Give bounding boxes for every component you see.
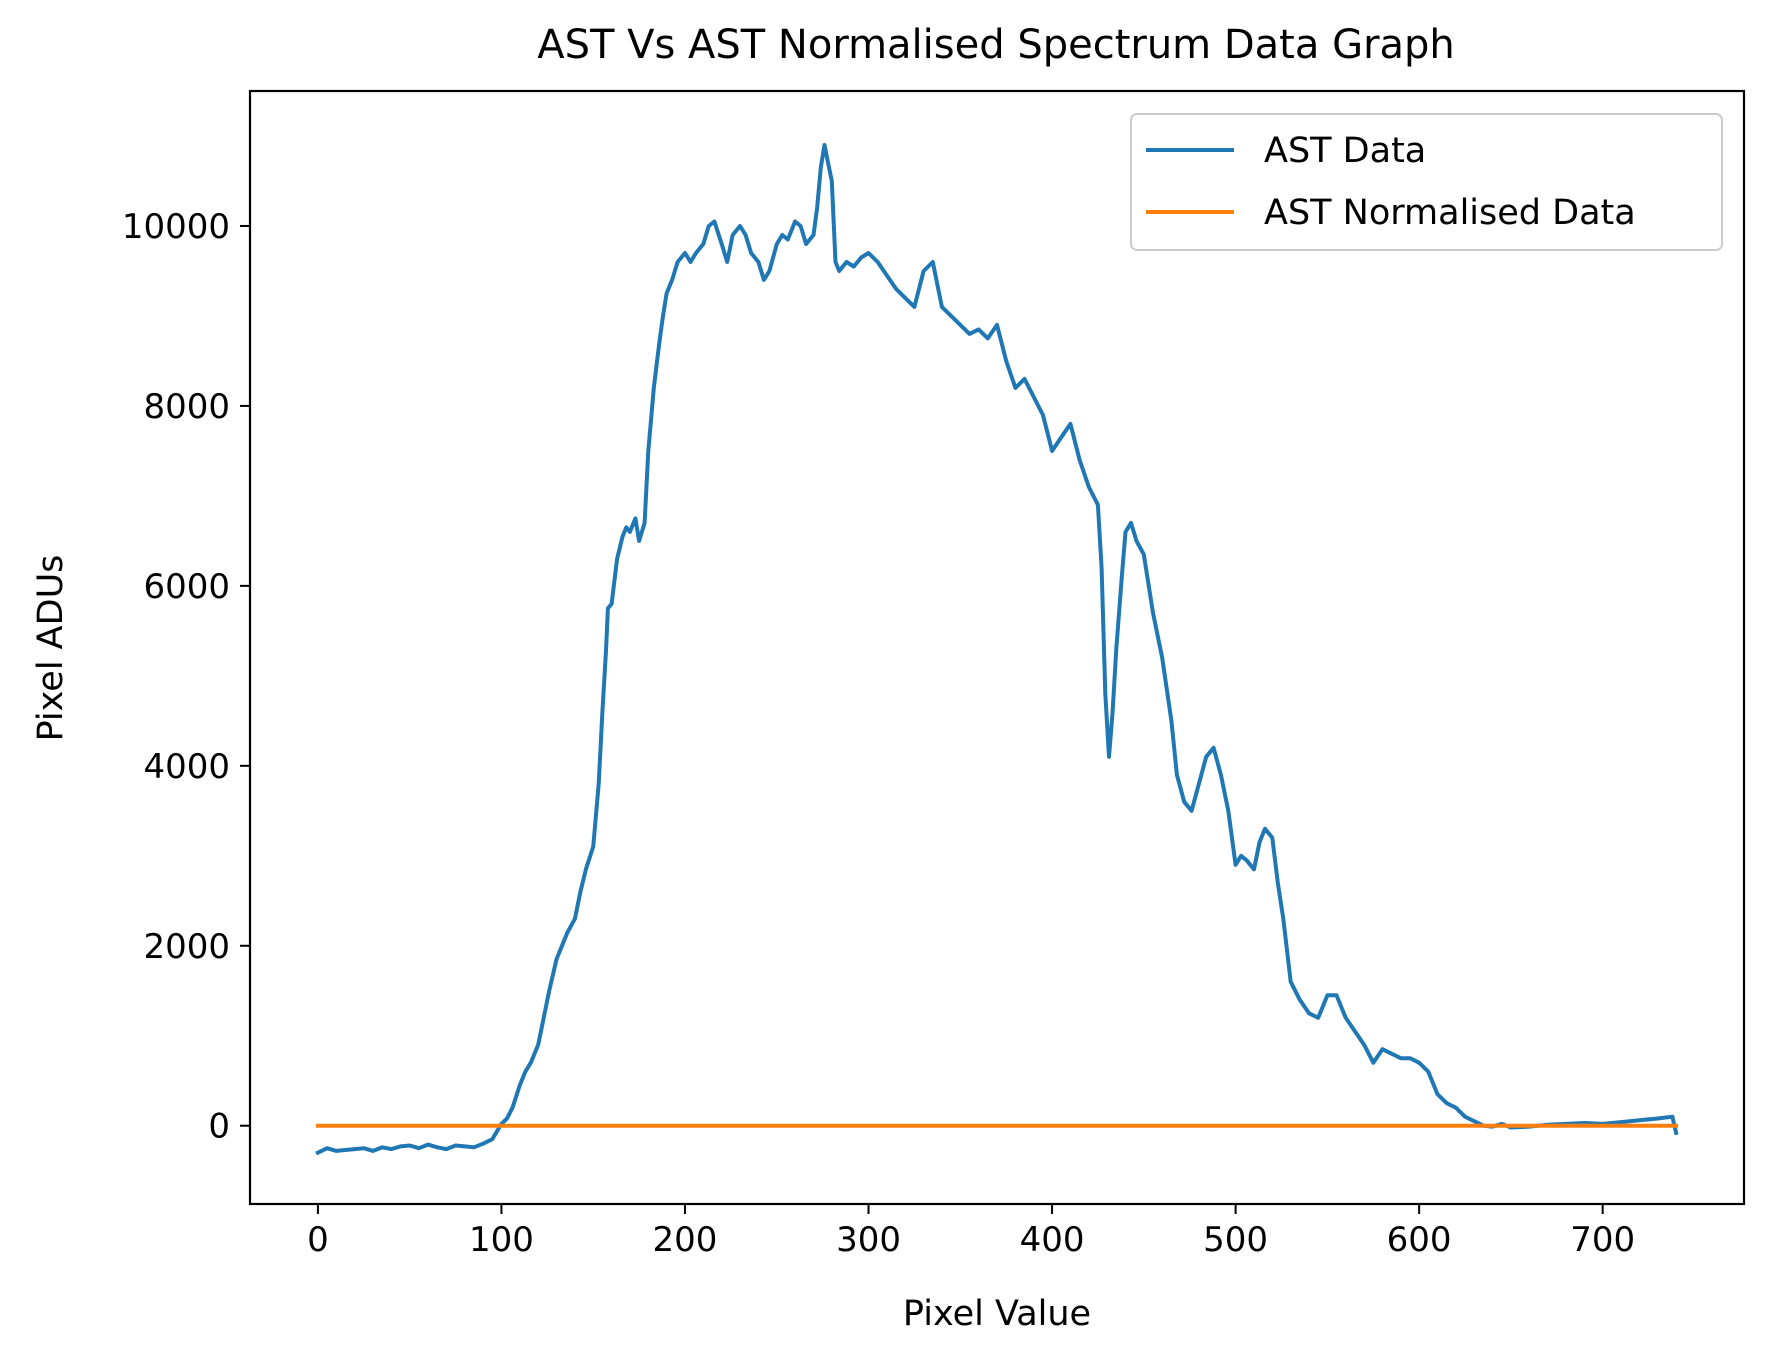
plot-area — [248, 89, 1746, 1206]
x-tick-label: 0 — [307, 1220, 329, 1260]
y-tick-label: 4000 — [143, 747, 230, 787]
y-axis-ticks: 0 2000 4000 6000 8000 10000 — [122, 207, 250, 1147]
series-line-ast-data — [315, 143, 1679, 1156]
x-tick-label: 300 — [836, 1220, 901, 1260]
x-tick-label: 500 — [1203, 1220, 1268, 1260]
x-axis-label: Pixel Value — [903, 1294, 1091, 1334]
legend-label-ast-data: AST Data — [1264, 131, 1426, 171]
x-tick-label: 700 — [1570, 1220, 1635, 1260]
chart-title: AST Vs AST Normalised Spectrum Data Grap… — [537, 22, 1455, 68]
y-tick-label: 0 — [208, 1107, 230, 1147]
x-tick-label: 100 — [469, 1220, 534, 1260]
series-layer — [315, 143, 1679, 1156]
x-tick-label: 200 — [653, 1220, 718, 1260]
x-tick-label: 400 — [1020, 1220, 1085, 1260]
y-tick-label: 2000 — [143, 927, 230, 967]
legend-frame — [1130, 113, 1723, 251]
y-tick-label: 6000 — [143, 567, 230, 607]
y-tick-label: 8000 — [143, 387, 230, 427]
x-axis-ticks: 0 100 200 300 400 500 600 700 — [307, 1204, 1635, 1260]
axes-frame — [248, 89, 1746, 1206]
y-tick-label: 10000 — [122, 207, 230, 247]
legend-label-ast-normalised-data: AST Normalised Data — [1264, 193, 1636, 233]
legend: AST Data AST Normalised Data — [1130, 113, 1723, 251]
y-axis-label: Pixel ADUs — [31, 555, 71, 742]
x-tick-label: 600 — [1387, 1220, 1452, 1260]
